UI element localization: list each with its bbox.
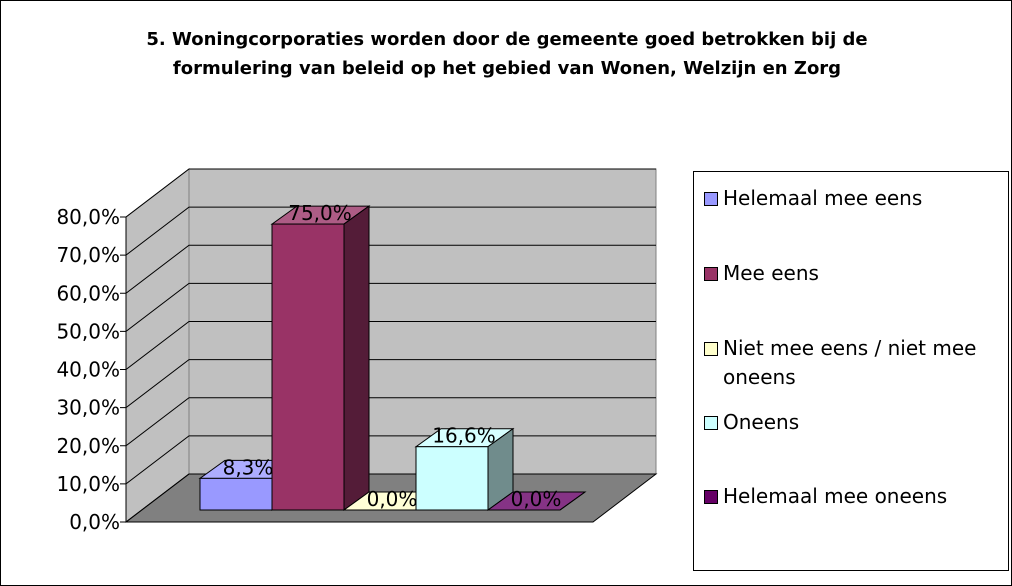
y-tick-label: 10,0%: [56, 472, 120, 496]
value-label: 75,0%: [288, 201, 352, 225]
bar-front: [199, 477, 273, 511]
bar-front: [415, 446, 489, 511]
value-label: 0,0%: [511, 487, 562, 511]
y-tick-label: 50,0%: [56, 319, 120, 343]
y-tick-label: 70,0%: [56, 243, 120, 267]
legend-swatch: [704, 416, 718, 430]
legend-entry: Niet mee eens / niet mee oneens: [704, 334, 1004, 392]
value-label: 0,0%: [367, 487, 418, 511]
value-label: 16,6%: [432, 424, 496, 448]
bar-side: [559, 491, 586, 511]
grid-line: [125, 244, 656, 294]
grid-line: [125, 321, 656, 370]
grid-line: [125, 206, 656, 256]
legend-swatch: [704, 342, 718, 356]
grid-line: [125, 168, 656, 218]
legend-entry: Mee eens: [704, 259, 1004, 288]
grid-line: [125, 397, 656, 447]
chart-title: 5. Woningcorporaties worden door de geme…: [146, 29, 868, 79]
legend: Helemaal mee eens Mee eens Niet mee eens /…: [693, 171, 1009, 571]
y-tick-label: 40,0%: [56, 358, 120, 382]
y-tick-label: 0,0%: [69, 510, 120, 534]
y-tick-label: 20,0%: [56, 434, 120, 458]
y-tick-label: 30,0%: [56, 396, 120, 420]
legend-swatch: [704, 192, 718, 206]
legend-entry: Oneens: [704, 408, 1004, 437]
legend-swatch: [704, 267, 718, 281]
bar-front: [271, 223, 345, 511]
y-tick-label: 60,0%: [56, 281, 120, 305]
bar: [270, 205, 371, 511]
legend-label: Niet mee eens / niet mee oneens: [723, 336, 977, 389]
legend-label: Helemaal mee eens: [723, 186, 923, 210]
legend-label: Oneens: [723, 410, 800, 434]
grid-line: [125, 282, 656, 332]
legend-label: Helemaal mee oneens: [723, 484, 948, 508]
bar: [414, 427, 515, 511]
y-tick-label: 80,0%: [56, 205, 120, 229]
bar-side: [343, 205, 370, 511]
bar: [486, 491, 587, 511]
legend-entry: Helemaal mee eens: [704, 184, 1004, 213]
legend-swatch: [704, 490, 718, 504]
legend-entry: Helemaal mee oneens: [704, 482, 1004, 511]
grid-line: [125, 359, 656, 409]
value-label: 8,3%: [223, 455, 274, 479]
legend-label: Mee eens: [723, 261, 819, 285]
